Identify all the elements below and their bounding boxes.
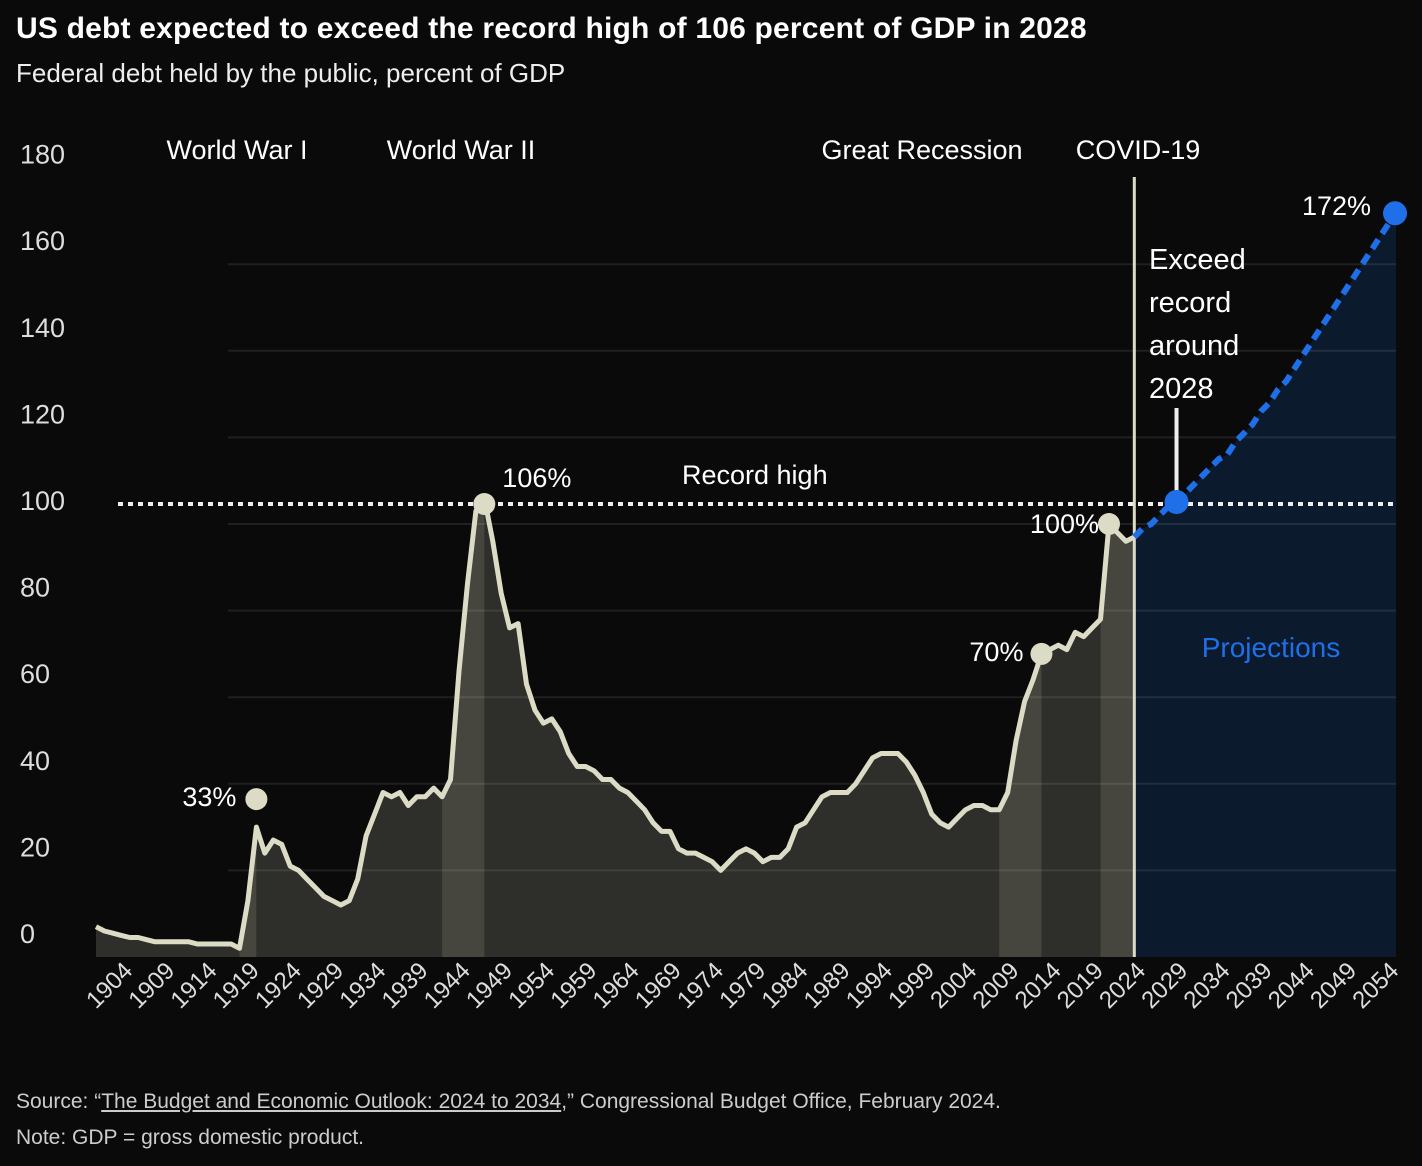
y-tick-label: 180	[20, 140, 65, 170]
x-tick-label: 2029	[1136, 957, 1193, 1014]
data-point-label: 70%	[969, 637, 1023, 667]
x-tick-label: 1959	[545, 957, 602, 1014]
x-tick-label: 2034	[1179, 957, 1236, 1014]
x-tick-label: 2044	[1263, 957, 1320, 1014]
x-tick-label: 2049	[1305, 957, 1362, 1014]
x-tick-label: 1934	[334, 957, 391, 1014]
endpoint-marker	[1383, 201, 1407, 226]
y-tick-label: 80	[20, 573, 50, 603]
x-tick-label: 1994	[841, 957, 898, 1014]
shaded-band	[999, 498, 1042, 957]
band-label: COVID-19	[1076, 135, 1201, 165]
y-tick-label: 20	[20, 832, 50, 862]
y-tick-label: 120	[20, 399, 65, 429]
band-label: World War II	[387, 135, 536, 165]
x-tick-label: 2014	[1010, 957, 1067, 1014]
historical-line	[94, 495, 1136, 951]
x-tick-label: 1964	[588, 957, 645, 1014]
x-tick-label: 1984	[756, 957, 813, 1014]
projection-area	[1134, 212, 1396, 957]
projections-label: Projections	[1202, 632, 1341, 663]
y-tick-label: 160	[20, 226, 65, 256]
source-note: Source: “The Budget and Economic Outlook…	[16, 1090, 1001, 1114]
y-tick-label: 40	[20, 746, 50, 776]
x-tick-label: 2019	[1052, 957, 1109, 1014]
data-point-label: 100%	[1030, 509, 1099, 539]
data-point-marker	[473, 493, 496, 516]
x-tick-label: 1914	[166, 957, 223, 1014]
x-tick-label: 1954	[503, 957, 560, 1014]
x-tick-label: 1909	[123, 957, 180, 1014]
data-point-marker	[1097, 513, 1120, 535]
x-tick-label: 1939	[377, 957, 434, 1014]
data-point-marker	[1030, 642, 1053, 665]
x-tick-label: 1919	[208, 957, 265, 1014]
y-tick-label: 140	[20, 313, 65, 343]
endpoint-label: 172%	[1302, 191, 1371, 221]
band-label: Great Recession	[821, 135, 1022, 165]
debt-chart: World War I World War II Great Recession CO…	[20, 135, 1407, 1014]
x-tick-label: 2054	[1347, 957, 1404, 1014]
exceed-record-label: record	[1149, 287, 1231, 319]
x-tick-label: 1929	[292, 957, 349, 1014]
x-tick-label: 2024	[1094, 957, 1151, 1014]
y-tick-label: 100	[20, 486, 65, 516]
source-prefix: Source: “	[16, 1090, 102, 1113]
y-tick-label: 0	[20, 919, 35, 949]
x-tick-label: 1904	[81, 957, 138, 1014]
x-tick-label: 2039	[1221, 957, 1278, 1014]
x-tick-label: 2009	[968, 957, 1025, 1014]
exceed-record-label: around	[1149, 330, 1239, 362]
y-tick-label: 60	[20, 659, 50, 689]
source-link[interactable]: The Budget and Economic Outlook: 2024 to…	[101, 1090, 562, 1113]
x-tick-label: 2004	[925, 957, 982, 1014]
x-tick-label: 1979	[714, 957, 771, 1014]
data-point-label: 33%	[182, 782, 236, 812]
exceed-record-marker	[1164, 490, 1189, 515]
shaded-band	[442, 498, 485, 957]
x-tick-label: 1974	[672, 957, 729, 1014]
x-tick-label: 1969	[630, 957, 687, 1014]
record-high-label: Record high	[682, 460, 828, 490]
exceed-record-label: 2028	[1149, 373, 1214, 405]
source-suffix: ,” Congressional Budget Office, February…	[561, 1090, 1001, 1113]
x-tick-label: 1944	[419, 957, 476, 1014]
exceed-record-label: Exceed	[1149, 244, 1246, 276]
x-tick-label: 1989	[799, 957, 856, 1014]
footnote: Note: GDP = gross domestic product.	[16, 1126, 365, 1149]
data-point-marker	[245, 788, 268, 811]
chart-subtitle: Federal debt held by the public, percent…	[16, 58, 566, 88]
x-tick-label: 1924	[250, 957, 307, 1014]
band-label: World War I	[166, 135, 307, 165]
data-point-label: 106%	[502, 463, 571, 493]
chart-title: US debt expected to exceed the record hi…	[16, 12, 1087, 45]
x-tick-label: 1999	[883, 957, 940, 1014]
historical-area	[96, 498, 1135, 957]
x-tick-label: 1949	[461, 957, 518, 1014]
